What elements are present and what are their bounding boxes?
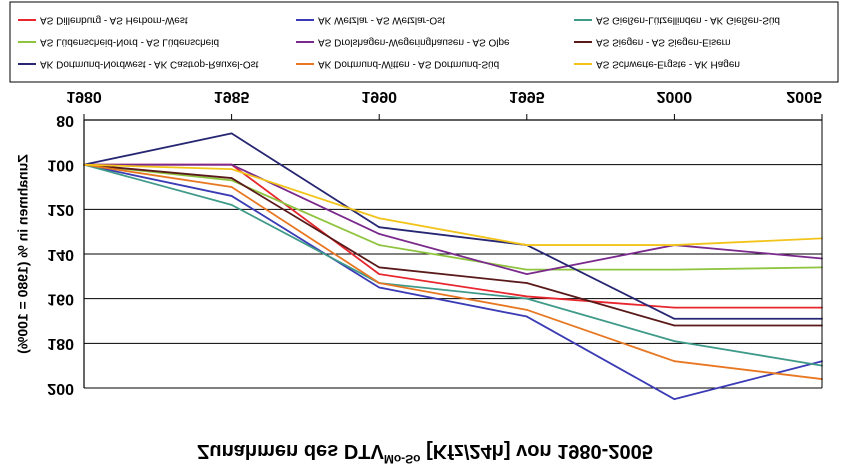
series-line <box>83 163 823 401</box>
x-tick-label: 2005 <box>786 88 822 105</box>
data-point <box>673 324 676 327</box>
data-point <box>230 132 233 135</box>
legend-label: AS Dillenburg - AS Herborn-West <box>40 14 188 25</box>
series-lines <box>83 132 823 401</box>
legend-box <box>9 1 839 83</box>
legend-label: AK Dortmund-Nordwest - AK Castrop-Rauxel… <box>40 58 259 69</box>
axes <box>83 119 823 388</box>
data-point <box>230 186 233 188</box>
legend: AS Dillenburg - AS Herborn-West AK Wetzla… <box>9 1 839 83</box>
series-line <box>83 132 822 320</box>
data-point <box>525 297 528 300</box>
data-point <box>525 295 528 298</box>
data-point <box>230 177 233 179</box>
y-tick-label: 140 <box>47 246 74 263</box>
x-tick-labels: 1980 1985 1990 1995 2000 2005 <box>66 88 822 105</box>
chart-title-suffix: [Kfz/24h] von 1980-2005 <box>421 440 653 462</box>
data-point <box>378 217 381 220</box>
series-line <box>84 163 823 276</box>
data-point <box>230 179 233 182</box>
y-tick-label: 100 <box>47 156 74 173</box>
legend-label: AS Schwerte-Ergste - AK Hagen <box>596 58 740 69</box>
y-axis-label-group: Zunahmen in % (1980 = 100%) <box>15 154 31 354</box>
legend-label: AS Drolshagen-Wegeringhausen - AS Olpe <box>318 36 510 47</box>
data-point <box>525 315 528 318</box>
y-tick-label: 200 <box>47 380 74 397</box>
y-tick-label: 120 <box>47 201 74 218</box>
series-line <box>83 163 823 271</box>
data-point <box>230 168 233 171</box>
legend-label: AS Siegen - AS Siegen-Eisern <box>596 36 731 47</box>
data-point <box>378 226 381 229</box>
data-point <box>378 286 381 289</box>
data-point <box>378 273 381 275</box>
data-point <box>673 268 676 271</box>
x-tick-label: 1995 <box>509 88 545 105</box>
data-point <box>230 203 233 206</box>
y-axis-label: Zunahmen in % (1980 = 100%) <box>15 154 31 354</box>
data-point <box>525 268 528 271</box>
legend-label: AK Wetzlar - AS Wetzlar-Ost <box>318 14 445 25</box>
x-tick-label: 1980 <box>66 88 102 105</box>
series-line <box>83 163 823 246</box>
data-point <box>525 244 528 246</box>
data-point <box>378 232 381 235</box>
legend-label: AK Dortmund-Witten - AS Dortmund-Süd <box>318 58 499 69</box>
series-line <box>83 163 822 327</box>
series-line <box>83 163 823 380</box>
y-tick-labels: 80 100 120 140 160 180 200 <box>47 112 74 397</box>
data-point <box>525 282 528 284</box>
data-point <box>378 244 381 246</box>
chart-title-main: Zunahmen des DTV <box>197 440 384 462</box>
y-tick-label: 80 <box>56 112 74 129</box>
data-point <box>673 317 676 320</box>
chart-title-group: Zunahmen des DTVMo-So [Kfz/24h] von 1980… <box>197 440 653 466</box>
legend-label: AS Gießen-Lützellinden - AK Gießen-Süd <box>596 14 780 25</box>
data-point <box>673 244 676 246</box>
chart-title-superscript: Mo-So <box>384 452 421 466</box>
series-line <box>83 163 823 367</box>
legend-label: AS Lüdenscheid-Nord - AS Lüdenscheid <box>40 36 219 47</box>
data-point <box>230 163 233 166</box>
data-point <box>673 360 676 363</box>
x-tick-label: 2000 <box>657 88 693 105</box>
y-tick-label: 160 <box>47 290 74 307</box>
data-point <box>378 266 381 269</box>
data-point <box>525 273 528 275</box>
x-tick-label: 1990 <box>361 88 397 105</box>
mirrored-chart: 80 100 120 140 160 180 200 1980 1985 1990 1995 200… <box>9 1 839 466</box>
data-point <box>378 282 381 284</box>
data-point <box>673 306 676 309</box>
y-tick-label: 180 <box>47 335 74 352</box>
data-point <box>525 308 528 311</box>
data-point <box>673 340 676 342</box>
data-point <box>673 398 676 401</box>
data-point <box>230 195 233 197</box>
x-tick-label: 1985 <box>214 88 250 105</box>
chart-title: Zunahmen des DTVMo-So [Kfz/24h] von 1980… <box>197 440 653 466</box>
